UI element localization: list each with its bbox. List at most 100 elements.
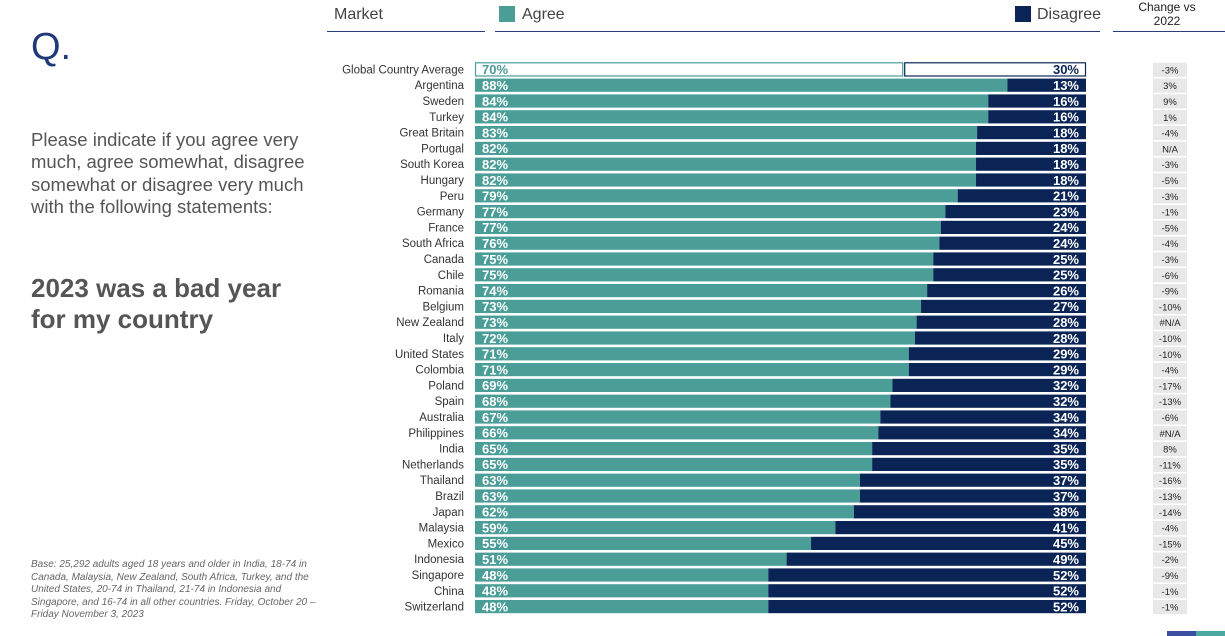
category-label: United States xyxy=(395,349,464,361)
agree-value-label: 62% xyxy=(482,505,508,520)
change-cell xyxy=(1153,268,1187,283)
agree-bar xyxy=(475,220,941,234)
change-cell xyxy=(1153,173,1187,188)
disagree-value-label: 27% xyxy=(1053,299,1079,314)
change-cell xyxy=(1153,94,1187,109)
disagree-bar xyxy=(853,505,1086,519)
change-value: -1% xyxy=(1162,208,1179,219)
category-label: Indonesia xyxy=(414,554,464,566)
disagree-bar xyxy=(768,568,1086,582)
disagree-value-label: 29% xyxy=(1053,347,1079,362)
agree-bar xyxy=(475,205,946,219)
disagree-value-label: 26% xyxy=(1053,283,1079,298)
disagree-value-label: 52% xyxy=(1053,599,1079,614)
category-label: Canada xyxy=(424,254,465,266)
category-label: Italy xyxy=(443,333,464,345)
change-value: -5% xyxy=(1162,176,1179,187)
change-value: -3% xyxy=(1162,65,1179,76)
disagree-bar xyxy=(835,521,1086,535)
disagree-value-label: 41% xyxy=(1053,520,1079,535)
change-value: -9% xyxy=(1162,571,1179,582)
change-value: -3% xyxy=(1162,255,1179,266)
disagree-value-label: 28% xyxy=(1053,315,1079,330)
base-note: Base: 25,292 adults aged 18 years and ol… xyxy=(31,559,316,621)
change-cell xyxy=(1153,584,1187,599)
change-cell xyxy=(1153,283,1187,299)
disagree-value-label: 29% xyxy=(1053,362,1079,377)
agree-bar xyxy=(474,62,904,77)
change-cell xyxy=(1153,536,1187,551)
agree-bar xyxy=(475,78,1008,92)
agree-bar xyxy=(475,552,787,566)
disagree-value-label: 28% xyxy=(1053,331,1079,346)
agree-bar xyxy=(475,236,940,250)
disagree-bar xyxy=(872,457,1086,471)
disagree-value-label: 38% xyxy=(1053,505,1079,520)
disagree-bar xyxy=(933,252,1086,266)
change-cell xyxy=(1153,394,1187,409)
agree-bar xyxy=(475,284,928,298)
disagree-value-label: 25% xyxy=(1053,268,1079,283)
change-value: 1% xyxy=(1163,113,1177,124)
agree-bar xyxy=(475,126,978,140)
disagree-value-label: 35% xyxy=(1053,457,1079,472)
category-label: Mexico xyxy=(428,538,464,550)
category-label: Belgium xyxy=(422,301,464,313)
change-cell xyxy=(1153,189,1187,204)
disagree-value-label: 32% xyxy=(1053,394,1079,409)
category-label: Argentina xyxy=(415,80,465,92)
agree-value-label: 65% xyxy=(482,457,508,472)
agree-value-label: 88% xyxy=(482,78,508,93)
agree-header: Agree xyxy=(522,6,565,23)
disagree-value-label: 21% xyxy=(1053,189,1079,204)
change-cell xyxy=(1153,441,1187,457)
agree-bar xyxy=(475,536,812,550)
category-label: Peru xyxy=(440,191,464,203)
agree-bar xyxy=(475,378,893,392)
agree-bar xyxy=(475,299,922,313)
change-value: -1% xyxy=(1162,587,1179,598)
disagree-value-label: 18% xyxy=(1053,157,1079,172)
disagree-bar xyxy=(916,315,1086,329)
category-label: Portugal xyxy=(421,143,464,155)
disagree-bar xyxy=(768,584,1086,598)
change-cell xyxy=(1153,552,1187,567)
change-cell xyxy=(1153,568,1187,583)
category-label: Chile xyxy=(438,270,464,282)
category-label: India xyxy=(439,444,465,456)
disagree-bar xyxy=(988,94,1086,108)
agree-bar xyxy=(475,521,836,535)
agree-value-label: 76% xyxy=(482,236,508,251)
disagree-bar xyxy=(880,410,1086,424)
agree-bar xyxy=(475,331,915,345)
agree-value-label: 75% xyxy=(482,268,508,283)
change-value: 8% xyxy=(1163,445,1177,456)
change-cell xyxy=(1153,426,1187,441)
agree-value-label: 73% xyxy=(482,299,508,314)
disagree-bar xyxy=(786,552,1086,566)
agree-bar xyxy=(475,315,917,329)
agree-bar xyxy=(475,442,873,456)
question-text: Please indicate if you agree very much, … xyxy=(31,129,305,217)
agree-bar xyxy=(475,568,769,582)
category-label: Spain xyxy=(435,396,464,408)
change-value: -10% xyxy=(1159,334,1182,345)
agree-bar xyxy=(475,173,977,187)
change-value: 3% xyxy=(1163,81,1177,92)
category-label: Poland xyxy=(428,380,464,392)
change-value: -17% xyxy=(1159,381,1182,392)
disagree-bar xyxy=(957,189,1086,203)
change-value: -3% xyxy=(1162,160,1179,171)
agree-bar xyxy=(475,268,934,282)
category-label: Switzerland xyxy=(405,602,464,614)
change-cell xyxy=(1153,62,1187,77)
category-label: South Africa xyxy=(402,238,465,250)
category-label: Brazil xyxy=(435,491,464,503)
agree-value-label: 63% xyxy=(482,473,508,488)
change-cell xyxy=(1153,473,1187,488)
agree-bar xyxy=(475,410,881,424)
category-label: Netherlands xyxy=(402,459,464,471)
agree-value-label: 65% xyxy=(482,441,508,456)
category-label: Japan xyxy=(433,507,464,519)
